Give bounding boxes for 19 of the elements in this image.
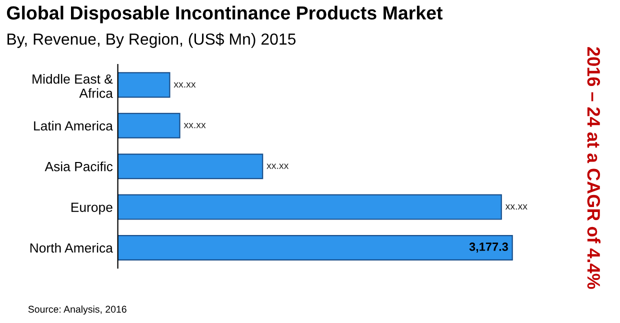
y-tick-label: Asia Pacific	[44, 162, 113, 172]
y-tick-label: Europe	[71, 202, 112, 215]
y-tick-label: Latin America	[34, 120, 113, 131]
data-label: xx.xx	[184, 123, 206, 128]
data-label: xx.xx	[174, 82, 196, 88]
bar	[118, 154, 264, 180]
text: 2016 – 24 at a CAGR of 4.4%	[587, 47, 601, 289]
y-tick-label: Middle East & Africa	[32, 74, 113, 98]
y-tick-label: North America	[30, 242, 113, 253]
bar	[118, 112, 180, 138]
chart-subtitle: By, Revenue, By Region, (US$ Mn) 2015	[8, 32, 296, 48]
data-label: xx.xx	[505, 204, 528, 210]
data-label: xx.xx	[266, 164, 289, 169]
source-note: Source: Analysis, 2016	[28, 306, 126, 315]
chart-title: Global Disposable Incontinance Products Market	[6, 6, 443, 24]
bar	[118, 194, 502, 220]
bar	[118, 234, 513, 261]
bar	[118, 72, 170, 98]
data-label: 3,177.3	[469, 242, 508, 253]
